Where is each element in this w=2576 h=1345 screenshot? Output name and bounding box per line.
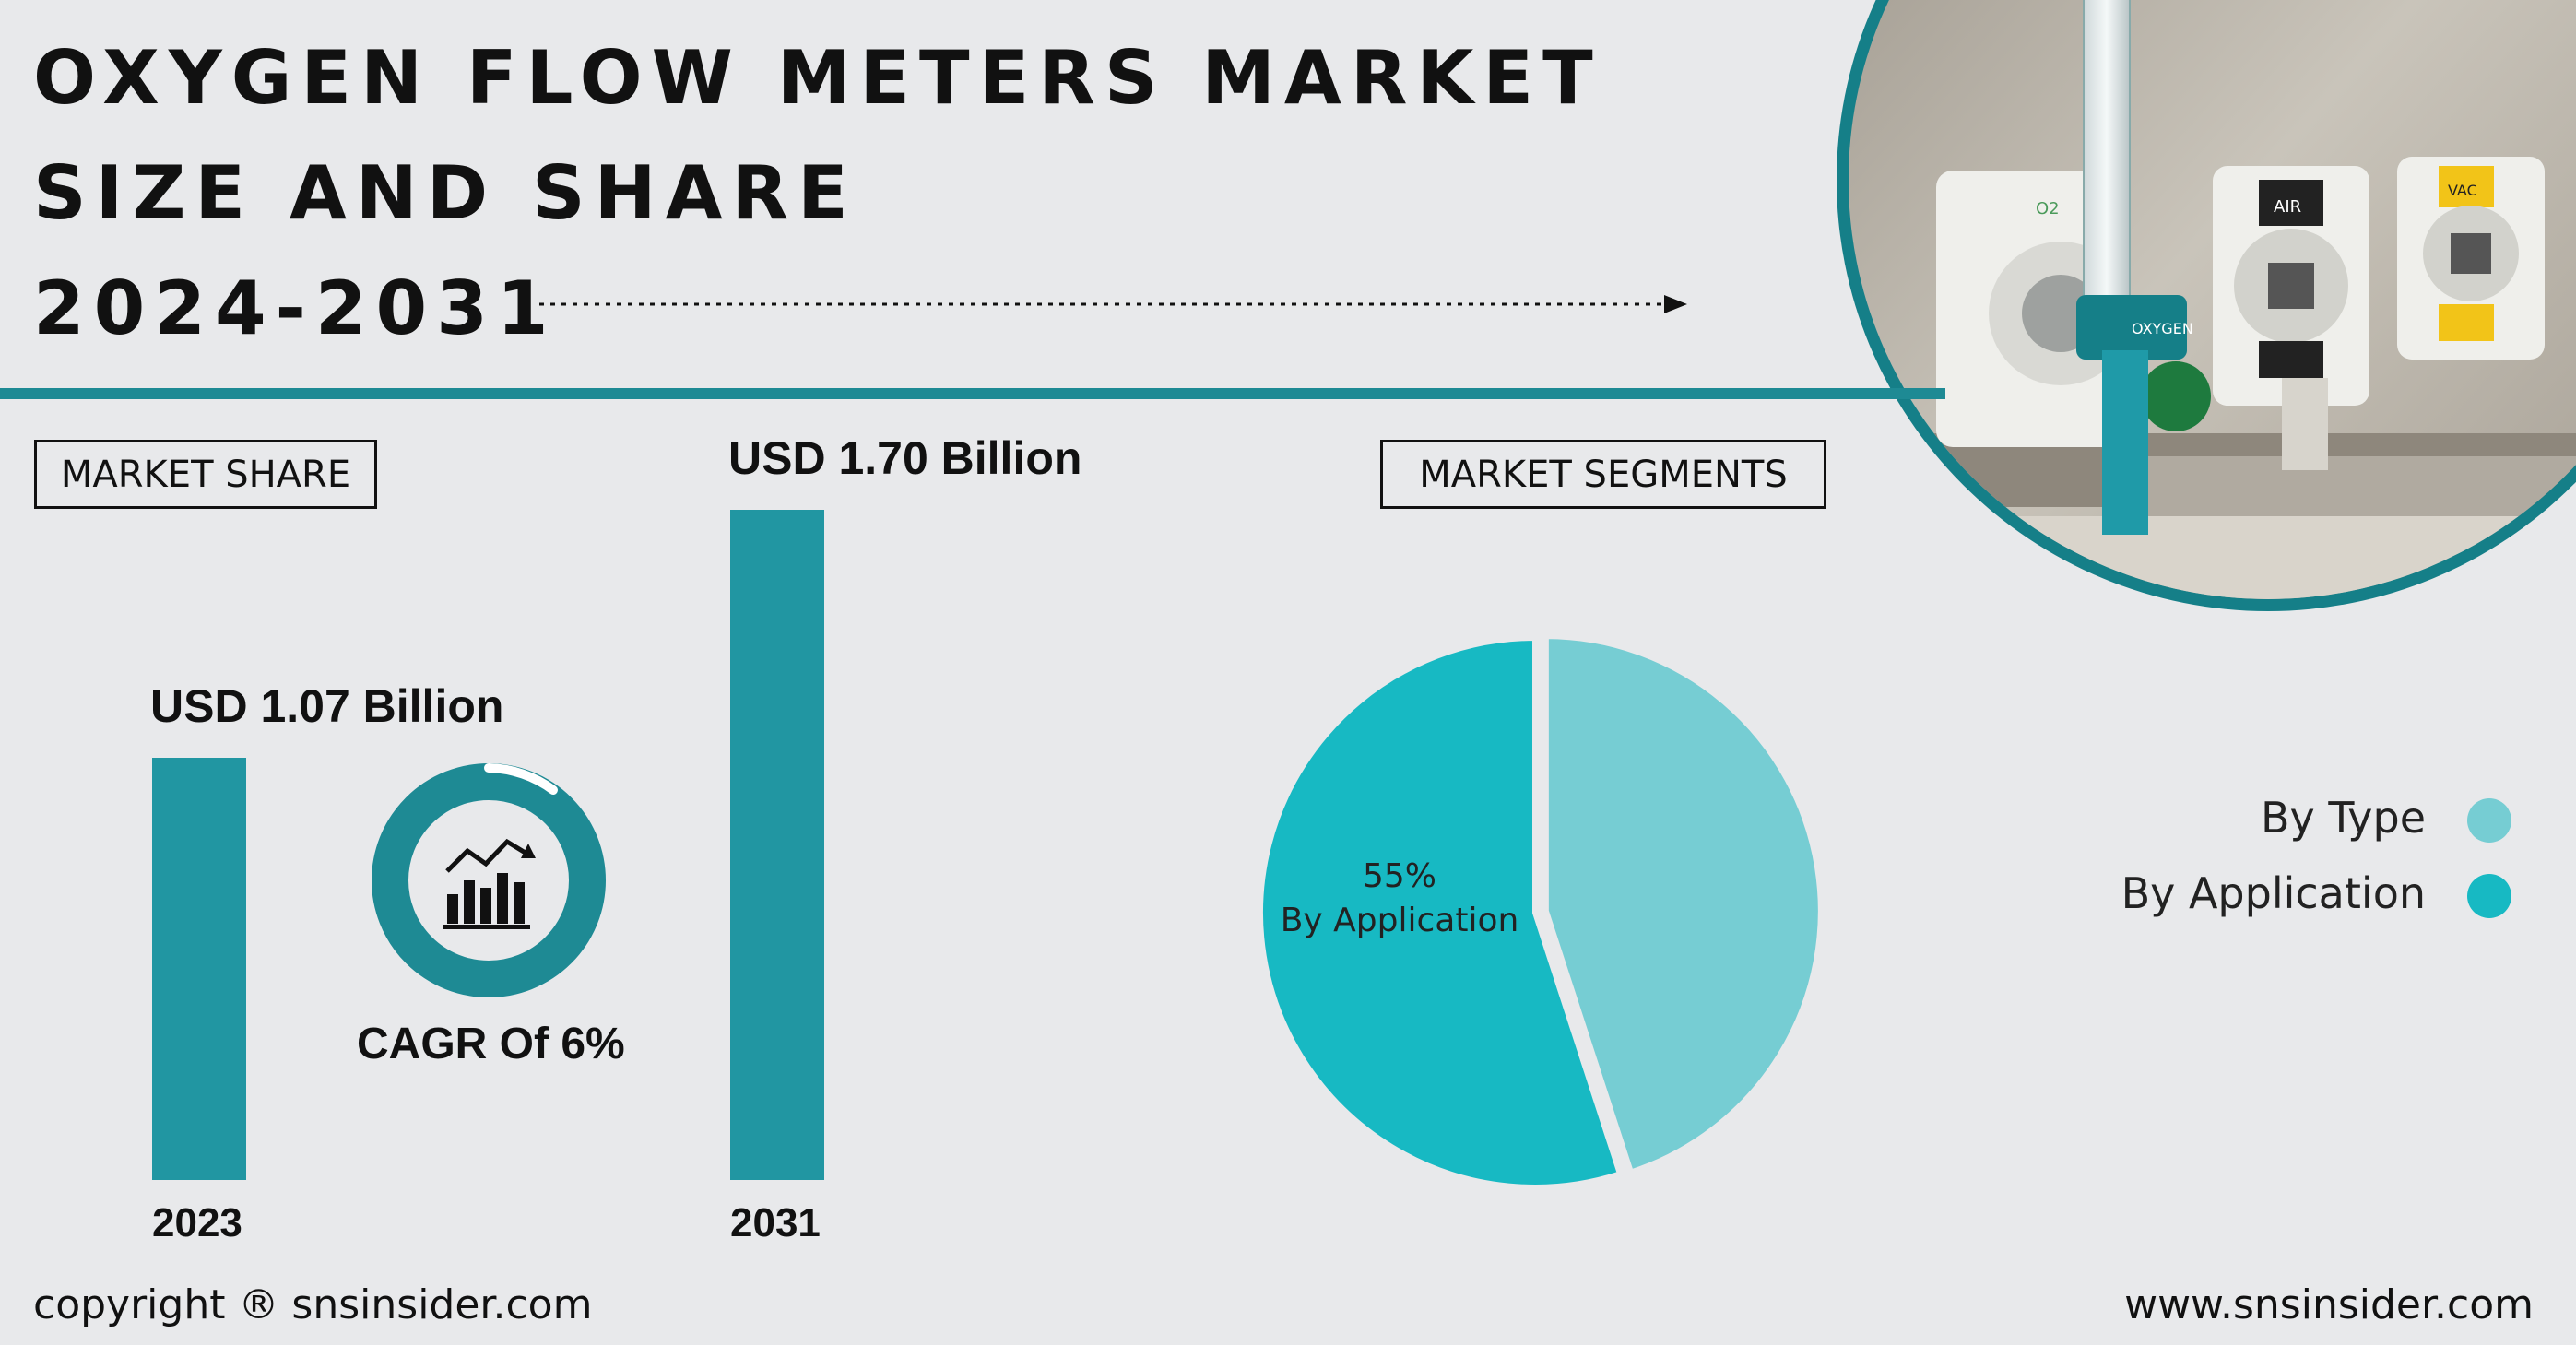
bar-2031 (730, 510, 824, 1180)
copyright-text: copyright ® snsinsider.com (33, 1281, 593, 1328)
bar-value-label-2031: USD 1.70 Billion (728, 432, 1082, 484)
market-share-label: MARKET SHARE (34, 440, 377, 509)
o2-tag: O2 (2036, 199, 2060, 218)
accent-divider (0, 388, 1945, 399)
legend-swatch-by-application (2467, 874, 2511, 918)
title-line-1: OXYGEN FLOW METERS MARKET (33, 35, 1602, 121)
pie-slice-name-label: By Application (1281, 902, 1519, 939)
market-segments-label: MARKET SEGMENTS (1380, 440, 1826, 509)
bar-2023 (152, 758, 246, 1180)
legend-swatch-by-type (2467, 798, 2511, 843)
chart-growth-icon (443, 838, 536, 929)
pie-slice-by-type (1542, 633, 1824, 1176)
title-line-2: SIZE AND SHARE (33, 150, 857, 236)
oxygen-outlet-photo: OXYGEN O2 AIR VAC (1837, 0, 2576, 611)
title-line-3: 2024-2031 (33, 265, 558, 351)
legend-label-by-application: By Application (2121, 868, 2426, 918)
segments-pie-chart: 55% By Application (1258, 633, 1824, 1190)
pie-slice-percent-label: 55% (1363, 857, 1436, 895)
website-text: www.snsinsider.com (2124, 1281, 2534, 1328)
dotted-arrow (539, 295, 1687, 313)
legend-label-by-type: By Type (2260, 793, 2426, 843)
x-tick-label-2023: 2023 (152, 1200, 242, 1245)
bar-value-label-2023: USD 1.07 Billion (150, 680, 504, 733)
pie-slice-by-application (1258, 634, 1624, 1190)
oxygen-tag: OXYGEN (2132, 320, 2193, 337)
x-tick-label-2031: 2031 (730, 1200, 821, 1245)
growth-ring (372, 763, 606, 997)
vac-tag: VAC (2448, 182, 2477, 199)
cagr-label: CAGR Of 6% (357, 1020, 625, 1068)
air-tag: AIR (2274, 197, 2301, 217)
